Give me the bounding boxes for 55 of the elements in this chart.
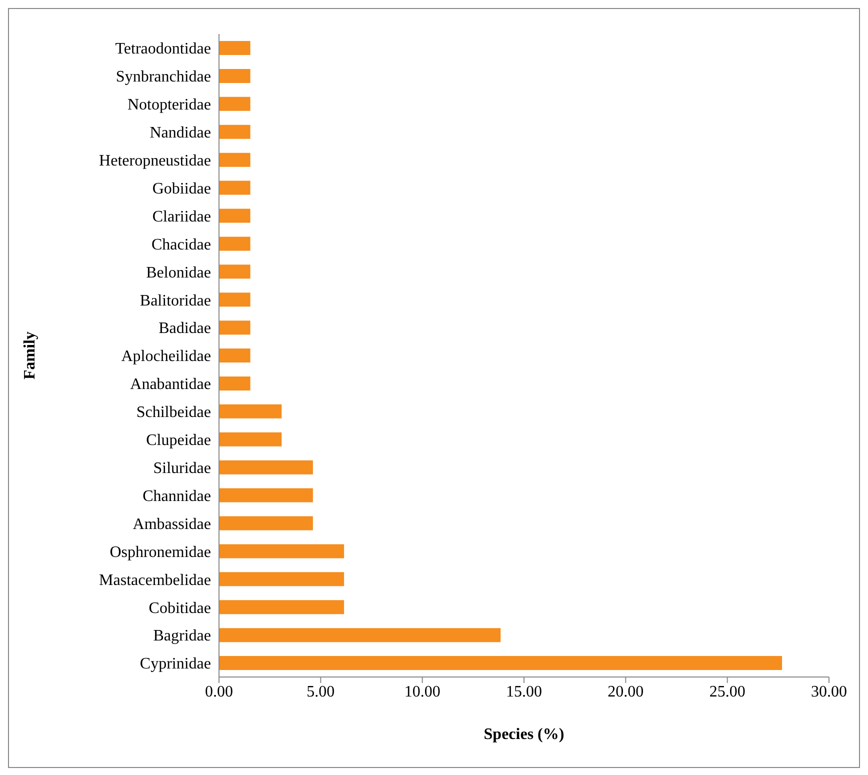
y-tick-label: Channidae bbox=[142, 488, 211, 505]
bar bbox=[219, 516, 313, 530]
y-tick-label: Gobiidae bbox=[152, 180, 211, 198]
bar bbox=[219, 656, 782, 670]
bar bbox=[219, 180, 250, 195]
y-tick-label: Badidae bbox=[158, 320, 211, 338]
x-tick-label: 10.00 bbox=[404, 683, 440, 700]
bar bbox=[219, 572, 344, 586]
bar bbox=[219, 152, 250, 167]
x-tick-label: 0.00 bbox=[205, 683, 233, 700]
bar bbox=[219, 432, 282, 446]
bar bbox=[219, 488, 313, 502]
y-tick-label: Osphronemidae bbox=[110, 544, 211, 561]
y-tick-label: Heteropneustidae bbox=[99, 152, 211, 170]
bar bbox=[219, 404, 282, 418]
x-tick-label: 30.00 bbox=[811, 683, 847, 700]
y-tick-label: Anabantidae bbox=[130, 376, 211, 394]
bar bbox=[219, 460, 313, 474]
bar bbox=[219, 236, 250, 251]
x-axis-title: Species (%) bbox=[484, 726, 564, 743]
bar bbox=[219, 320, 250, 335]
x-tick-label: 5.00 bbox=[306, 683, 335, 700]
y-tick-label: Siluridae bbox=[153, 460, 211, 478]
bar bbox=[219, 124, 250, 139]
bar bbox=[219, 628, 501, 642]
bar bbox=[219, 544, 344, 558]
y-tick-label: Schilbeidae bbox=[136, 404, 211, 422]
bar bbox=[219, 68, 250, 83]
x-tick-label: 25.00 bbox=[709, 683, 746, 700]
x-tick-label: 20.00 bbox=[608, 683, 644, 700]
y-tick-label: Bagridae bbox=[153, 628, 211, 645]
y-tick-label: Synbranchidae bbox=[116, 68, 211, 86]
y-tick-label: Clupeidae bbox=[146, 432, 211, 450]
bar bbox=[219, 41, 250, 55]
y-tick-label: Clariidae bbox=[152, 208, 211, 226]
bar bbox=[219, 208, 250, 223]
y-tick-label: Cobitidae bbox=[148, 600, 211, 617]
y-tick-label: Cyprinidae bbox=[140, 656, 211, 673]
bar bbox=[219, 376, 250, 390]
x-tick-label: 15.00 bbox=[506, 683, 542, 700]
y-tick-label: Belonidae bbox=[146, 264, 211, 282]
bar bbox=[219, 264, 250, 279]
bar bbox=[219, 348, 250, 363]
bar bbox=[219, 96, 250, 111]
y-tick-label: Balitoridae bbox=[140, 292, 211, 310]
y-tick-label: Notopteridae bbox=[127, 96, 211, 114]
y-tick-label: Chacidae bbox=[151, 236, 211, 254]
y-tick-label: Tetraodontidae bbox=[115, 40, 211, 58]
y-tick-label: Mastacembelidae bbox=[99, 572, 211, 589]
y-tick-label: Nandidae bbox=[150, 124, 211, 142]
y-tick-label: Aplocheilidae bbox=[121, 348, 211, 366]
y-tick-label: Ambassidae bbox=[132, 516, 211, 533]
bar bbox=[219, 600, 344, 614]
bar bbox=[219, 292, 250, 307]
y-axis-title: Family bbox=[22, 332, 39, 380]
